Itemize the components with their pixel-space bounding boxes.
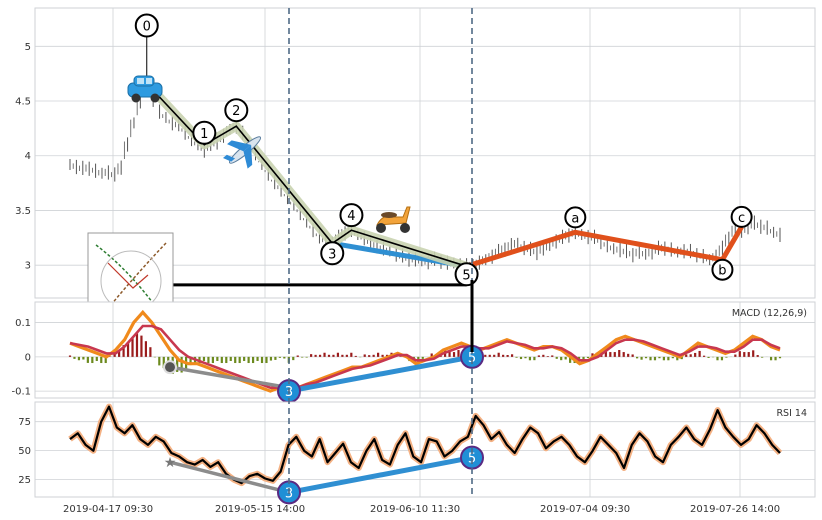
scooter-wheel [400,223,410,233]
y-tick-label: 0.1 [15,318,31,329]
wave-marker-label: 0 [143,20,151,35]
wave-marker-label: c [738,211,745,226]
wave-marker-circle [564,206,587,229]
panel-label: RSI 14 [776,408,807,419]
airplane-tail [223,154,236,162]
wave-marker-circle [134,13,159,38]
wave-marker-circle [711,258,734,281]
wave-marker-circle [730,205,753,228]
y-tick-label: 3.5 [15,206,31,217]
airplane-icon [223,136,262,169]
divergence-line-blue [288,455,473,495]
wave-marker-label: 1 [200,127,208,142]
x-tick-label: 2019-04-17 09:30 [63,504,153,515]
wave-marker-circle [192,120,217,145]
wave-marker-label: 4 [347,209,355,224]
divergence-start-dot [163,360,177,375]
y-tick-label: 4 [25,151,31,162]
airplane-wing [243,144,253,169]
y-tick-label: 3 [25,261,31,272]
car-window [146,78,152,84]
y-tick-label: 4.5 [15,97,31,108]
wave-marker-circle [339,203,364,228]
wave-marker-label: 3 [328,247,336,262]
scooter-icon [376,206,411,233]
price-panel: 3 3.5 4 4.5 5 0 1 2 3 4 5 a b c [15,7,816,329]
scooter-seat [381,212,397,218]
y-tick-label: 5 [25,42,31,53]
x-tick-label: 2019-07-04 09:30 [540,504,630,515]
signal-line [69,324,781,389]
y-tick-label: -0.1 [11,387,31,398]
wave-marker-label: 2 [232,104,240,119]
x-axis: 2019-04-17 09:30 2019-05-15 14:00 2019-06-… [63,8,780,515]
correction-line [465,225,744,269]
divergence-start-star: ★ [164,455,177,471]
wave-marker-circle [224,98,249,123]
x-tick-label: 2019-05-15 14:00 [215,504,305,515]
divergence-line-gray [169,365,290,390]
y-tick-label: 75 [18,417,31,428]
car-icon [127,75,163,103]
divergence-line-blue [288,354,473,394]
y-tick-label: 50 [18,446,31,457]
panel-frame [34,301,816,399]
wave-marker-label: a [571,211,579,226]
scooter-wheel [376,223,386,233]
wave-marker-label: b [718,264,726,279]
y-tick-label: 25 [18,475,31,486]
rsi-line [69,405,781,485]
wave-marker-label: 5 [462,268,470,283]
divergence-line-gray [169,460,290,495]
car-wheel [131,93,141,103]
panel-label: MACD (12,26,9) [732,308,807,319]
airplane-wing [227,140,252,152]
wave-marker-circle [320,241,345,266]
x-tick-label: 2019-07-26 14:00 [690,504,780,515]
car-wheel [150,93,160,103]
car-window [137,78,144,84]
thumbnail-line [107,262,149,289]
x-tick-label: 2019-06-10 11:30 [370,504,460,515]
y-tick-label: 0 [25,352,31,363]
